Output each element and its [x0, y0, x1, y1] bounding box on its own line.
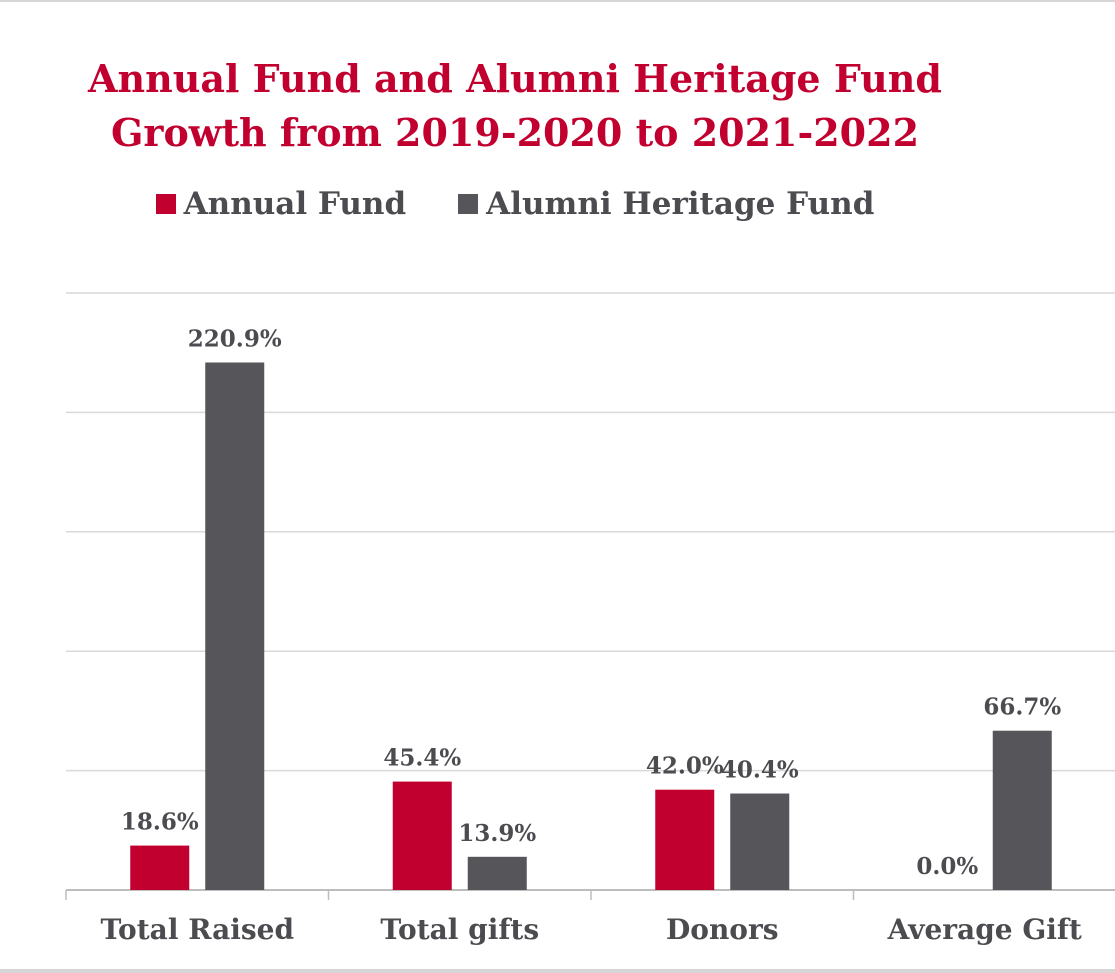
legend-item-alumni-heritage-fund: Alumni Heritage Fund — [458, 186, 874, 222]
bar — [655, 789, 715, 890]
top-border — [0, 0, 1115, 2]
x-tick-label: Total gifts — [380, 913, 539, 946]
legend-swatch-annual-fund — [155, 194, 176, 214]
bar — [467, 856, 527, 890]
chart-title-line-2: Growth from 2019-2020 to 2021-2022 — [110, 110, 920, 155]
chart-title-line-1: Annual Fund and Alumni Heritage Fund — [88, 56, 942, 101]
legend-label-alumni-heritage-fund: Alumni Heritage Fund — [486, 186, 875, 222]
x-tick-label: Average Gift — [887, 913, 1082, 946]
legend-item-annual-fund: Annual Fund — [155, 186, 407, 222]
data-label: 40.4% — [721, 757, 799, 784]
bar — [992, 730, 1052, 890]
data-label: 18.6% — [121, 809, 199, 836]
chart-title: Annual Fund and Alumni Heritage Fund Gro… — [0, 52, 1030, 160]
legend-label-annual-fund: Annual Fund — [183, 186, 407, 222]
data-label: 13.9% — [458, 820, 536, 847]
bar — [205, 362, 265, 890]
bottom-border — [0, 969, 1115, 973]
data-label: 45.4% — [383, 745, 461, 772]
bar — [392, 781, 452, 890]
data-label: 42.0% — [646, 753, 724, 780]
x-tick-label: Total Raised — [100, 913, 294, 946]
bar — [730, 793, 790, 890]
x-tick-label: Donors — [666, 913, 779, 946]
bar — [130, 845, 190, 890]
chart-legend: Annual Fund Alumni Heritage Fund — [0, 186, 1030, 222]
legend-swatch-alumni-heritage-fund — [458, 194, 479, 214]
data-label: 0.0% — [916, 853, 978, 880]
data-label: 66.7% — [983, 694, 1061, 721]
data-label: 220.9% — [188, 325, 282, 352]
